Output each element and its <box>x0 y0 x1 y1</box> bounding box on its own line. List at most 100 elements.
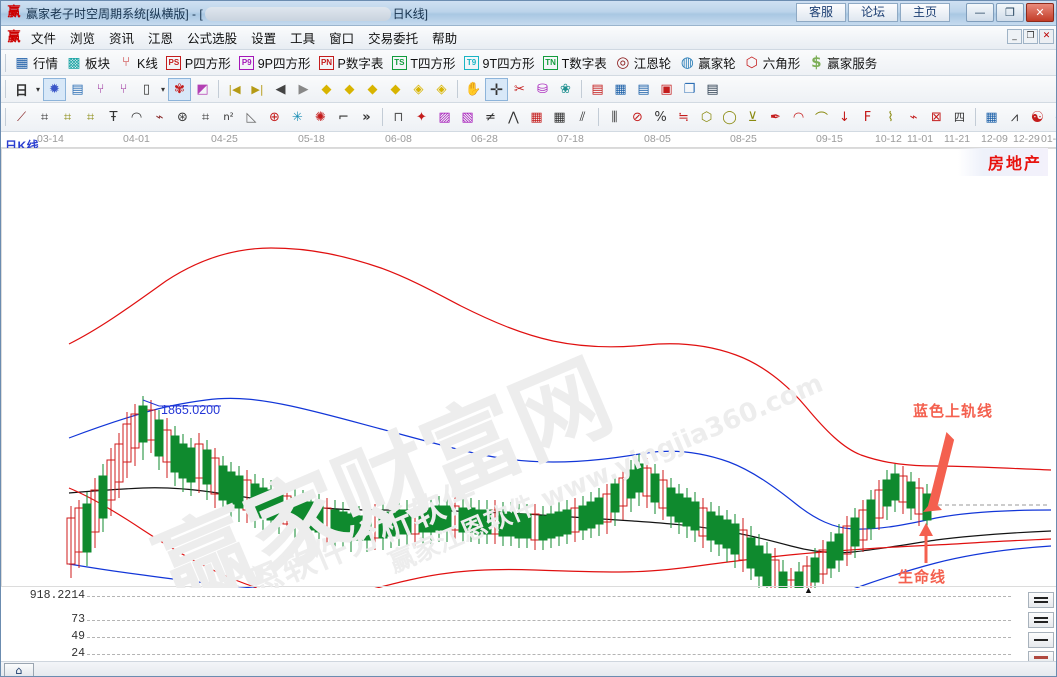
menu-item-gann[interactable]: 江恩 <box>148 32 174 46</box>
pointer-grid-icon[interactable]: ⌁ <box>155 109 164 125</box>
page-left-icon[interactable]: ◀ <box>275 81 286 97</box>
chevron-double-right-icon[interactable]: » <box>362 109 371 125</box>
wave3-icon[interactable]: ⑂ <box>96 81 105 97</box>
clipboard-icon[interactable]: ▤ <box>71 81 84 97</box>
menu-item-news[interactable]: 资讯 <box>109 32 135 46</box>
toolbar-winner-wheel[interactable]: ◍ 赢家轮 <box>675 52 740 73</box>
percent-cross-icon[interactable]: ⊘ <box>632 109 643 125</box>
channel-icon[interactable]: ⊓ <box>393 109 404 125</box>
day-period-icon[interactable]: 日 <box>14 83 28 99</box>
page-right-icon[interactable]: ▶ <box>298 81 309 97</box>
infinity-icon[interactable]: ∞ <box>1050 107 1056 128</box>
toolbar-winner-service[interactable]: $ 赢家服务 <box>804 52 881 73</box>
gann-fan-icon[interactable]: ⟋ <box>16 109 27 125</box>
period-chevron-down-icon[interactable]: ▾ <box>35 84 40 94</box>
web-icon[interactable]: ✺ <box>315 109 326 125</box>
f-line-icon[interactable]: F <box>863 109 872 125</box>
minimize-button[interactable]: — <box>966 3 994 22</box>
red-fan-icon[interactable]: ✦ <box>416 109 427 125</box>
floppy-icon[interactable]: ▣ <box>660 81 673 97</box>
toolbar-sector[interactable]: ▩ 板块 <box>62 52 114 73</box>
menu-item-browse[interactable]: 浏览 <box>70 32 96 46</box>
menu-item-trade[interactable]: 交易委托 <box>368 32 419 46</box>
pane-handle-1[interactable] <box>1028 592 1054 608</box>
copy-icon[interactable]: ❐ <box>683 81 696 97</box>
diamond-zoom3-icon[interactable]: ◈ <box>413 81 424 97</box>
box-lines-icon[interactable]: ▧ <box>461 109 474 125</box>
comb-icon[interactable]: ⌗ <box>201 109 210 125</box>
diamond-zoom2-icon[interactable]: ◆ <box>390 81 401 97</box>
toolbar-t-number-table[interactable]: TN T数字表 <box>539 52 611 73</box>
calendar-icon[interactable]: ▤ <box>591 81 604 97</box>
spiral-icon[interactable]: ◠ <box>130 109 143 125</box>
notepad-icon[interactable]: ▤ <box>637 81 650 97</box>
forum-button[interactable]: 论坛 <box>848 3 898 22</box>
toolbar-9p-square[interactable]: P9 9P四方形 <box>235 52 315 73</box>
toolbar-p-square[interactable]: PS P四方形 <box>162 52 235 73</box>
toolbar-hexagon[interactable]: ⬡ 六角形 <box>740 52 805 73</box>
homepage-button[interactable]: 主页 <box>900 3 950 22</box>
circle-grid-icon[interactable]: ⊛ <box>177 109 188 125</box>
crosshair-icon[interactable]: ✛ <box>485 77 508 101</box>
wave9-icon[interactable]: ⑂ <box>119 81 128 97</box>
gold-circle-icon[interactable]: ◯ <box>722 109 737 125</box>
first-page-icon[interactable]: |◀ <box>228 82 241 96</box>
hand-icon[interactable]: ✋ <box>465 81 482 97</box>
calculator-icon[interactable]: ▦ <box>614 81 627 97</box>
candle-icon[interactable]: ▯ <box>142 81 151 97</box>
menu-item-window[interactable]: 窗口 <box>329 32 355 46</box>
angle-icon[interactable]: ◺ <box>246 109 257 125</box>
doc-minimize-button[interactable]: _ <box>1007 29 1022 44</box>
red-grid-icon[interactable]: ▦ <box>530 109 543 125</box>
price-chart[interactable]: 赢家财富网 赢家江恩软件 www.yingjia360.com 江恩软件分析软件… <box>1 148 1056 588</box>
doc-restore-button[interactable]: ❐ <box>1023 29 1038 44</box>
zigzag-icon[interactable]: ⋀ <box>508 109 519 125</box>
diamond-zoom4-icon[interactable]: ◈ <box>436 81 447 97</box>
menu-item-settings[interactable]: 设置 <box>251 32 277 46</box>
formula-icon[interactable]: ✾ <box>168 77 191 101</box>
group-icon[interactable]: ⛁ <box>537 81 548 97</box>
line-chart-icon[interactable]: ⩘ <box>1010 109 1019 125</box>
diamond-zoom-icon[interactable]: ◆ <box>367 81 378 97</box>
menu-item-tools[interactable]: 工具 <box>290 32 316 46</box>
f-grid-icon[interactable]: Ŧ <box>109 109 118 125</box>
net-icon[interactable]: ✹ <box>43 77 66 101</box>
toolbar-p-number-table[interactable]: PN P数字表 <box>315 52 388 73</box>
toolbar-gann-wheel[interactable]: ◎ 江恩轮 <box>611 52 676 73</box>
gold-arc-icon[interactable]: ⌒ <box>814 111 828 127</box>
toolbar-quotes[interactable]: ▦ 行情 <box>10 52 62 73</box>
percent-icon[interactable]: % <box>654 109 667 125</box>
close-button[interactable]: ✕ <box>1026 3 1054 22</box>
pane-scroll-handle[interactable] <box>1028 651 1054 664</box>
pen-line-icon[interactable]: ✒ <box>770 109 781 125</box>
box-fan-icon[interactable]: ▨ <box>438 109 451 125</box>
toolbar-kline[interactable]: ⑂ K线 <box>114 52 162 73</box>
diamond-left-icon[interactable]: ◆ <box>321 81 332 97</box>
color-grid-icon[interactable]: ▦ <box>985 109 998 125</box>
red-box-slope-icon[interactable]: ⊠ <box>931 109 942 125</box>
diamond-right-icon[interactable]: ◆ <box>344 81 355 97</box>
menu-item-file[interactable]: 文件 <box>31 32 57 46</box>
lower-indicator-pane[interactable]: 918.2214 73 49 24 ▲ <box>1 585 1056 664</box>
scissors-icon[interactable]: ✂ <box>514 81 525 97</box>
pane-handle-3[interactable] <box>1028 632 1054 648</box>
customer-service-button[interactable]: 客服 <box>796 3 846 22</box>
n-square-icon[interactable]: n² <box>223 111 234 123</box>
menu-item-formula-stock-pick[interactable]: 公式选股 <box>187 32 238 46</box>
parallel-icon[interactable]: ⫽ <box>579 109 586 125</box>
red-slope-icon[interactable]: ⌁ <box>909 109 918 125</box>
star-burst-icon[interactable]: ✳ <box>292 109 303 125</box>
candle-chevron-down-icon[interactable]: ▾ <box>160 84 165 94</box>
home-status-button[interactable]: ⌂ <box>4 663 34 676</box>
toolbar-t-square[interactable]: TS T四方形 <box>387 52 459 73</box>
ladder-icon[interactable]: ⫼ <box>611 109 618 125</box>
gold-slope-icon[interactable]: ⌇ <box>887 109 894 125</box>
arc-line-icon[interactable]: ◠ <box>792 109 805 125</box>
printer-icon[interactable]: ▤ <box>706 81 719 97</box>
gold-line-icon[interactable]: ⊻ <box>747 109 758 125</box>
toolbar-9t-square[interactable]: T9 9T四方形 <box>460 52 539 73</box>
taiji-icon[interactable]: ☯ <box>1030 108 1045 126</box>
menu-item-help[interactable]: 帮助 <box>432 32 458 46</box>
j-line-icon[interactable]: ↓ <box>839 109 850 125</box>
percent-line-icon[interactable]: ≒ <box>678 109 689 125</box>
